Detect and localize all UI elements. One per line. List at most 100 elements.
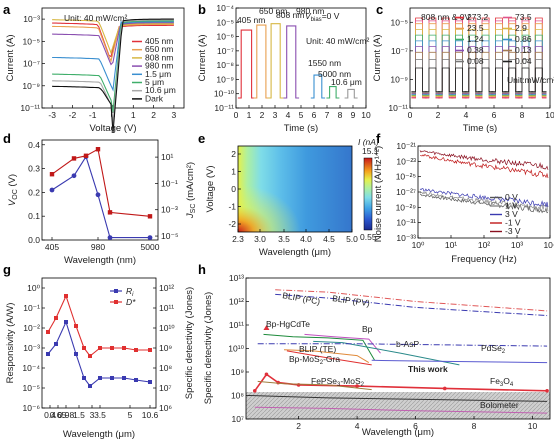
panel-d-voc: V xyxy=(7,198,18,206)
panel-c-pulse xyxy=(531,46,547,95)
panel-e-xtick-label: 3.5 xyxy=(278,234,290,244)
panel-a-xtick-label: -3 xyxy=(48,110,56,120)
panel-d-voc-point xyxy=(147,235,153,241)
panel-c-pulse xyxy=(411,28,427,97)
panel-a-legend-label: 808 nm xyxy=(145,52,173,62)
panel-h-label-pdse2-main: PdSe xyxy=(481,343,502,353)
panel-e-ytick-label: -1 xyxy=(228,202,236,212)
panel-c-pulse xyxy=(517,20,534,98)
panel-f-ytick-label: 10⁻²¹ xyxy=(396,141,416,151)
panel-h-fe3o4 xyxy=(254,406,548,414)
panel-h-label-fepse3-part: -MoS xyxy=(340,376,361,386)
panel-g-xlabel: Wavelength (μm) xyxy=(63,429,135,440)
panel-h-label-fe3o4-part: 4 xyxy=(510,382,514,388)
panel-f-legend-label: 3 V xyxy=(505,209,518,219)
panel-b-series-label: 10.6 μm xyxy=(331,77,362,87)
panel-e-ytick-label: -2 xyxy=(228,219,236,229)
panel-c-pulse xyxy=(438,59,454,93)
panel-e-cbar-min: 0.55 xyxy=(360,232,377,242)
panel-c-pulse xyxy=(438,46,454,95)
panel-d-ytick-left-label: 0.3 xyxy=(28,164,40,174)
panel-a-legend-label: 405 nm xyxy=(145,36,173,46)
panel-c-pulse xyxy=(517,28,534,97)
panel-d-xtick-label: 405 xyxy=(45,242,59,252)
panel-a: -3 -2 -1 0 1 2 3 10⁻¹¹ 10⁻⁹ 10⁻⁷ 10⁻⁵ 10⁻³ Unit: 40… xyxy=(5,7,185,134)
panel-c-pulse xyxy=(531,40,547,95)
panel-g-point xyxy=(134,348,138,352)
panel-b-ytick-label: 10⁻¹¹ xyxy=(214,103,234,113)
panel-c-pulse xyxy=(411,20,427,98)
panel-c-pulse xyxy=(438,67,454,92)
panel-c-ylabel: Current (A) xyxy=(372,35,383,82)
panel-g-point xyxy=(74,324,78,328)
panel-c-ytick-label: 10⁻¹¹ xyxy=(388,103,408,113)
panel-c-legend-label: 0.86 xyxy=(515,34,532,44)
panel-g-point xyxy=(54,316,58,320)
panel-g-xtick-label: 5 xyxy=(128,410,133,420)
panel-c-pulse xyxy=(451,23,467,97)
panel-a-ytick-label: 10⁻⁹ xyxy=(22,81,40,91)
panel-c-pulse xyxy=(517,40,534,95)
panel-g-point xyxy=(64,320,68,324)
panel-h-label-fepse3-part: FePSe xyxy=(311,376,337,386)
panel-c-pulse xyxy=(464,20,480,98)
panel-g-legend-label: D* xyxy=(126,297,136,307)
panel-c-pulse xyxy=(424,17,441,99)
panel-g-ytick-left-label: 10⁻³ xyxy=(23,343,40,353)
panel-f-xtick-label: 10¹ xyxy=(445,240,457,250)
panel-a-note: Unit: 40 mW/cm² xyxy=(64,13,127,23)
panel-b-series-6 xyxy=(344,88,358,99)
panel-g-frame xyxy=(41,277,157,409)
panel-g-ytick-right-label: 10¹⁰ xyxy=(159,323,175,333)
panel-f-series-4 xyxy=(419,150,549,170)
panel-b-series-4 xyxy=(310,74,326,99)
panel-d-voc-point xyxy=(107,235,113,241)
panel-label-a: a xyxy=(3,2,11,17)
panel-c-legend-label: 0.04 xyxy=(515,56,532,66)
panel-c-pulse xyxy=(477,34,494,96)
panel-h-label-fepse3-part: 2 xyxy=(361,382,365,388)
panel-f-ytick-label: 10⁻²⁷ xyxy=(396,187,416,197)
panel-b-xtick-label: 4 xyxy=(286,110,291,120)
panel-h-label-fe3o4-part: O xyxy=(503,376,510,386)
panel-g-ytick-left-label: 10⁰ xyxy=(27,283,40,293)
panel-c-pulse xyxy=(411,51,427,94)
panel-b-series-label: 405 nm xyxy=(237,15,265,25)
panel-f-legend-label: 1 V xyxy=(505,201,518,211)
panel-label-b: b xyxy=(198,2,206,17)
panel-d-frame xyxy=(41,139,159,241)
panel-e-cbar-label: I (nA) xyxy=(358,137,379,147)
panel-c-pulse xyxy=(411,17,427,99)
panel-f-ytick-label: 10⁻³³ xyxy=(396,233,416,243)
panel-a-series-650nm xyxy=(52,23,174,63)
panel-c-pulse xyxy=(464,17,480,99)
panel-b-xtick-label: 1 xyxy=(247,110,252,120)
panel-b-bias-v: V xyxy=(305,11,312,21)
panel-c-frame xyxy=(409,7,551,109)
panel-g-ytick-left-label: 10⁻¹ xyxy=(23,303,40,313)
panel-g-legend-main: R xyxy=(126,286,132,296)
panel-a-ylabel: Current (A) xyxy=(5,35,16,82)
panel-d-voc-point xyxy=(71,173,77,179)
panel-e-colorbar xyxy=(363,157,373,231)
panel-f-series-2 xyxy=(419,188,549,208)
panel-c-pulse xyxy=(424,67,441,92)
panel-label-d: d xyxy=(3,131,11,146)
panel-b-ytick-label: 10⁻⁶ xyxy=(217,32,234,42)
panel-c-pulse xyxy=(491,28,507,97)
panel-e-xtick-label: 3.0 xyxy=(254,234,266,244)
panel-c-pulse xyxy=(517,51,534,94)
panel-b-series-5 xyxy=(326,86,340,99)
panel-b-series-0 xyxy=(237,29,255,99)
panel-h-label-fe3o4-part: 3 xyxy=(500,382,504,388)
panel-h-blip-te xyxy=(257,343,548,347)
panel-g-ytick-left-label: 10⁻⁶ xyxy=(23,403,40,413)
panel-a-xlabel: Voltage (V) xyxy=(90,123,137,134)
panel-c-pulse xyxy=(531,23,547,97)
panel-b-series-3 xyxy=(283,25,300,99)
panel-c-pulse xyxy=(531,28,547,97)
panel-g-legend-marker xyxy=(114,300,118,304)
panel-c-pulse xyxy=(517,34,534,96)
panel-d-jsc-unit: (mA/cm²) xyxy=(185,162,196,204)
panel-c-pulse xyxy=(451,59,467,93)
